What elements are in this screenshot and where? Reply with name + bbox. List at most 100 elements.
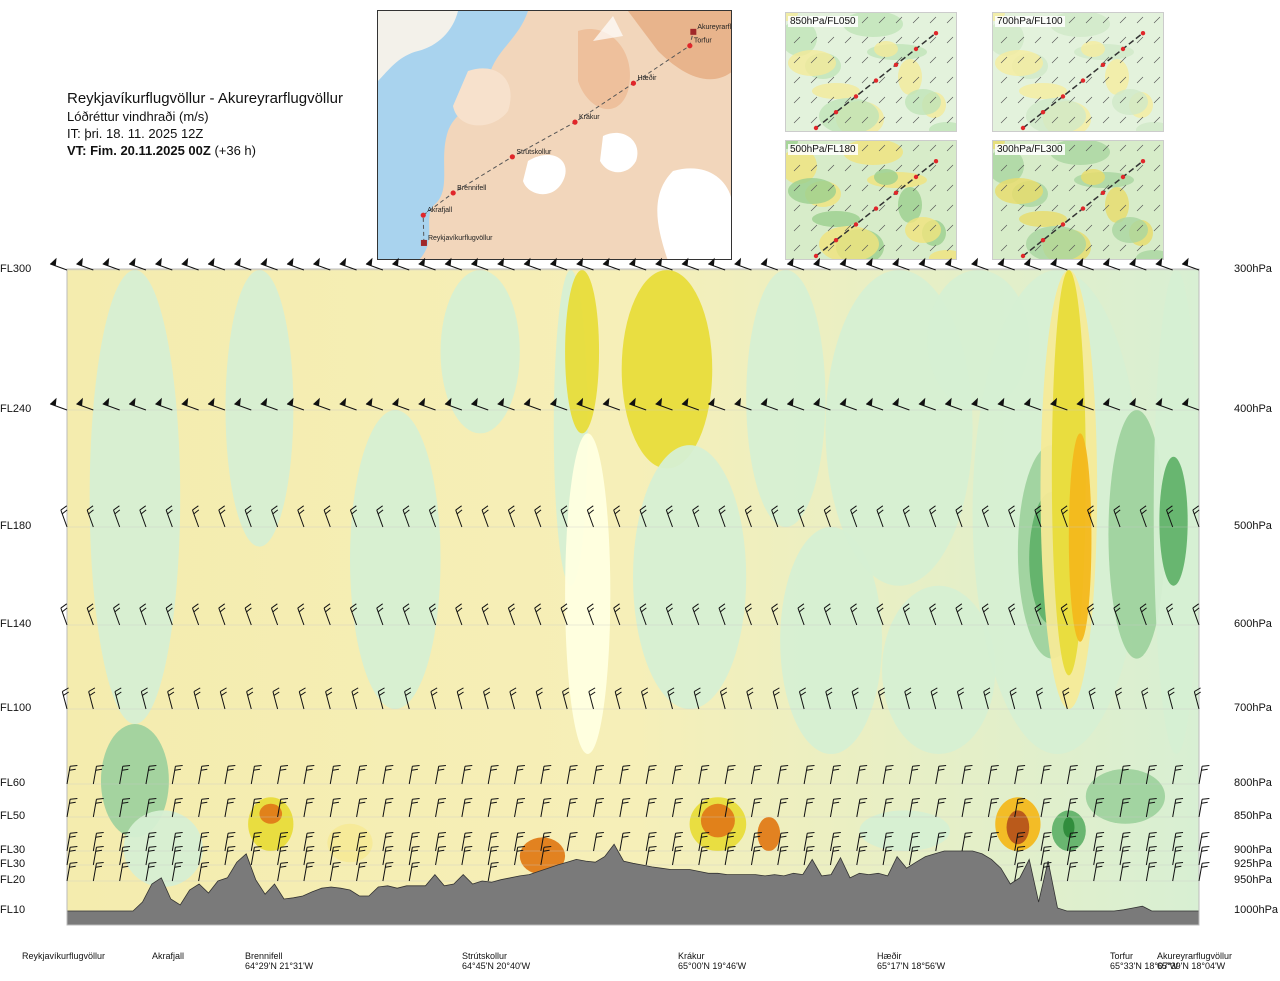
wind-barb bbox=[192, 603, 200, 626]
wind-barb bbox=[286, 257, 305, 271]
wind-barb bbox=[777, 846, 789, 866]
route-waypoint-label: Reykjavíkurflugvöllur bbox=[428, 235, 493, 242]
location-name: Reykjavíkurflugvöllur bbox=[22, 951, 106, 961]
wind-barb bbox=[987, 765, 999, 785]
wind-barb bbox=[114, 687, 122, 710]
wind-barb bbox=[487, 832, 499, 852]
wind-barb bbox=[155, 397, 173, 411]
wind-barb bbox=[803, 798, 815, 818]
field-blob bbox=[123, 810, 203, 887]
wind-barb bbox=[250, 765, 262, 785]
wind-barb bbox=[408, 846, 420, 866]
wind-barb bbox=[882, 765, 894, 785]
wind-barb bbox=[614, 687, 622, 710]
wind-barb bbox=[829, 798, 841, 818]
level-map-300[interactable]: 300hPa/FL300 bbox=[992, 140, 1164, 260]
wind-barb bbox=[193, 687, 201, 710]
wind-barb bbox=[428, 505, 437, 528]
wind-barb bbox=[1167, 687, 1175, 710]
level-map-500[interactable]: 500hPa/FL180 bbox=[785, 140, 957, 260]
wind-barb bbox=[244, 603, 252, 626]
wind-barb bbox=[377, 687, 385, 710]
wind-barb bbox=[671, 846, 683, 866]
wind-barb bbox=[1145, 765, 1157, 785]
wind-barb bbox=[839, 257, 857, 271]
route-waypoint-marker bbox=[420, 212, 426, 218]
wind-barb bbox=[904, 687, 912, 710]
wind-barb bbox=[1093, 798, 1105, 818]
wind-barb bbox=[724, 832, 736, 852]
wind-barb bbox=[1129, 397, 1147, 411]
wind-barb bbox=[402, 603, 410, 626]
wind-barb bbox=[1088, 687, 1096, 710]
wind-barb bbox=[576, 257, 594, 271]
wind-barb bbox=[145, 862, 157, 882]
wind-barb bbox=[698, 832, 710, 852]
wind-barb bbox=[507, 505, 516, 528]
wind-barb bbox=[1141, 687, 1149, 710]
wind-barb bbox=[1119, 798, 1131, 818]
location-name: Akureyrarflugvöllur bbox=[1157, 951, 1233, 961]
wind-barb bbox=[929, 505, 937, 528]
wind-barb bbox=[1198, 798, 1210, 818]
level-map-700[interactable]: 700hPa/FL100 bbox=[992, 12, 1164, 132]
wind-barb bbox=[1093, 862, 1105, 882]
wind-barb bbox=[750, 765, 762, 785]
wind-barb bbox=[718, 505, 726, 528]
wind-barb bbox=[944, 257, 963, 271]
wind-barb bbox=[61, 687, 69, 710]
location-label: Torfur 65°33'N 18°07'W bbox=[1110, 951, 1178, 971]
route-map: Reykjavíkurflugvöllur Akrafjall Brennifell… bbox=[377, 10, 732, 260]
wind-barb bbox=[1023, 257, 1042, 271]
valid-time-label: VT: Fim. 20.11.2025 00Z bbox=[67, 143, 211, 158]
route-waypoint-marker bbox=[572, 119, 578, 125]
location-label: Brennifell 64°29'N 21°31'W bbox=[245, 951, 313, 971]
wind-barb bbox=[586, 603, 594, 626]
field-blob bbox=[565, 270, 600, 434]
level-map-300-svg bbox=[993, 141, 1163, 259]
wind-barb bbox=[1023, 397, 1042, 411]
wind-barb bbox=[777, 765, 789, 785]
wind-barb bbox=[882, 798, 894, 818]
wind-barb bbox=[86, 505, 94, 528]
location-name: Krákur bbox=[678, 951, 705, 961]
flight-level-label: FL30 bbox=[0, 858, 26, 870]
pressure-label: 700hPa bbox=[1234, 702, 1272, 714]
wind-barb bbox=[1155, 257, 1173, 271]
wind-barb bbox=[935, 765, 947, 785]
wind-barb bbox=[955, 505, 963, 528]
wind-barb bbox=[207, 397, 226, 411]
level-map-850[interactable]: 850hPa/FL050 bbox=[785, 12, 957, 132]
route-map-svg: Reykjavíkurflugvöllur Akrafjall Brennifell… bbox=[378, 11, 731, 259]
cross-section-chart bbox=[49, 257, 1210, 926]
field-blob bbox=[1108, 410, 1166, 659]
wind-barb bbox=[435, 765, 446, 785]
wind-barb bbox=[487, 798, 499, 818]
wind-barb bbox=[313, 397, 331, 411]
wind-barb bbox=[1119, 862, 1131, 882]
wind-barb bbox=[382, 832, 394, 852]
wind-barb bbox=[619, 765, 631, 785]
wind-barb bbox=[234, 397, 252, 411]
wind-barb bbox=[408, 765, 420, 785]
flight-level-label: FL30 bbox=[0, 844, 26, 856]
route-airport-marker bbox=[690, 28, 697, 35]
vertical-velocity-field bbox=[89, 270, 1199, 887]
wind-barb bbox=[856, 798, 868, 818]
wind-barb bbox=[981, 603, 989, 626]
parameter-label: Lóðréttur vindhraði (m/s) bbox=[67, 109, 209, 124]
wind-barb bbox=[392, 257, 410, 271]
wind-barb bbox=[708, 397, 726, 411]
wind-barb bbox=[408, 862, 420, 882]
wind-barb bbox=[1076, 257, 1094, 271]
wind-barb bbox=[777, 798, 789, 818]
wind-barb bbox=[514, 846, 525, 866]
wind-barb bbox=[797, 603, 805, 626]
wind-barb bbox=[487, 846, 499, 866]
pressure-label: 500hPa bbox=[1234, 520, 1272, 532]
wind-barb bbox=[113, 603, 121, 626]
wind-barb bbox=[323, 603, 331, 626]
wind-barb bbox=[560, 603, 568, 626]
wind-barb bbox=[856, 846, 868, 866]
level-map-850-label: 850hPa/FL050 bbox=[788, 16, 858, 27]
